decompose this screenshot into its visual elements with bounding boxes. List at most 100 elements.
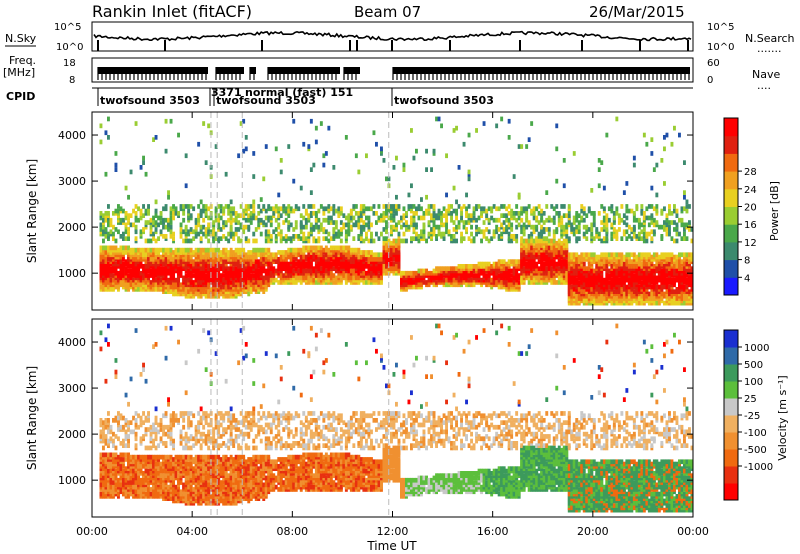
power-echo-cell (139, 287, 143, 292)
power-echo-cell (527, 204, 531, 209)
power-echo-cell (620, 298, 624, 304)
power-echo-cell (567, 204, 571, 209)
cpid-twofsound-2: twofsound 3503 (216, 94, 316, 107)
nsearch-tick-top: 10^5 (707, 22, 734, 33)
power-echo-cell (122, 245, 125, 251)
power-echo-cell (229, 280, 233, 285)
power-echo-cell (247, 213, 251, 218)
power-echo-cell (224, 261, 228, 267)
power-echo-cell (277, 264, 281, 269)
power-echo-cell (665, 261, 669, 267)
power-echo-cell (334, 275, 338, 281)
power-echo-cell (259, 217, 263, 223)
power-echo-cell (425, 194, 428, 200)
power-echo-cell (515, 238, 519, 244)
power-echo-cell (592, 211, 596, 216)
power-echo-cell (99, 261, 103, 267)
power-echo-cell (299, 213, 303, 218)
power-echo-cell (264, 275, 268, 281)
power-echo-cell (352, 236, 356, 241)
power-echo-cell (675, 264, 679, 269)
power-echo-cell (365, 270, 368, 276)
power-echo-cell (600, 220, 604, 225)
power-echo-cell (547, 227, 551, 232)
power-echo-cell (297, 268, 301, 274)
power-echo-cell (117, 284, 120, 290)
power-echo-cell (652, 264, 656, 269)
power-echo-cell (610, 231, 614, 237)
power-echo-cell (234, 261, 238, 267)
power-echo-cell (452, 234, 456, 239)
power-echo-cell (655, 162, 659, 168)
power-echo-cell (530, 224, 534, 230)
power-echo-cell (485, 208, 489, 214)
power-echo-cell (294, 257, 298, 262)
power-echo-cell (612, 270, 616, 276)
power-echo-cell (645, 261, 649, 267)
power-echo-cell (635, 300, 639, 306)
power-echo-cell (680, 291, 684, 297)
power-echo-cell (107, 245, 110, 251)
power-echo-cell (512, 266, 516, 271)
power-echo-cell (405, 220, 408, 225)
power-echo-cell (244, 275, 248, 281)
power-echo-cell (402, 206, 406, 212)
power-echo-cell (607, 280, 611, 285)
power-echo-cell (342, 261, 346, 267)
power-echo-cell (520, 217, 524, 223)
power-echo-cell (592, 217, 596, 223)
power-echo-cell (239, 121, 243, 126)
power-echo-cell (497, 234, 501, 239)
power-echo-cell (377, 280, 381, 285)
power-echo-cell (267, 204, 271, 209)
power-echo-cell (660, 224, 664, 230)
power-echo-cell (550, 266, 554, 271)
power-echo-cell (520, 275, 524, 281)
power-echo-cell (312, 204, 316, 209)
power-echo-cell (600, 204, 604, 209)
power-echo-cell (144, 208, 148, 214)
power-echo-cell (224, 204, 228, 209)
power-echo-cell (167, 277, 170, 283)
power-echo-cell (462, 204, 466, 209)
power-echo-cell (222, 220, 226, 225)
power-echo-cell (279, 261, 283, 267)
power-echo-cell (179, 282, 183, 288)
power-echo-cell (257, 247, 261, 253)
power-echo-cell (683, 227, 686, 232)
power-echo-cell (319, 257, 323, 262)
power-echo-cell (232, 231, 236, 237)
power-echo-cell (625, 215, 629, 221)
power-echo-cell (249, 211, 253, 216)
power-echo-cell (657, 264, 661, 269)
power-echo-cell (264, 215, 268, 221)
power-echo-cell (477, 261, 481, 267)
power-echo-cell (602, 236, 606, 241)
power-echo-cell (637, 231, 641, 237)
power-echo-cell (432, 204, 436, 209)
power-echo-cell (177, 247, 180, 253)
power-echo-cell (385, 270, 388, 276)
power-echo-cell (254, 259, 258, 264)
power-echo-cell (259, 231, 263, 237)
power-echo-cell (663, 300, 666, 306)
power-echo-cell (560, 215, 564, 221)
power-echo-cell (264, 222, 268, 228)
power-echo-cell (357, 261, 361, 267)
power-echo-cell (152, 236, 155, 241)
power-echo-cell (139, 270, 143, 276)
nsky-tick-bottom: 10^0 (56, 42, 83, 53)
power-echo-cell (257, 204, 261, 209)
power-echo-cell (217, 247, 221, 253)
power-echo-cell (129, 222, 133, 228)
power-echo-cell (362, 220, 366, 225)
power-echo-cell (560, 277, 564, 283)
power-echo-cell (392, 261, 396, 267)
power-echo-cell (387, 208, 391, 214)
cpid-normal-fast: normal (fast) 151 (245, 86, 353, 99)
power-echo-cell (382, 204, 386, 209)
power-echo-cell (625, 222, 629, 228)
power-echo-cell (242, 213, 246, 218)
power-echo-cell (179, 261, 183, 267)
power-echo-cell (274, 252, 278, 258)
